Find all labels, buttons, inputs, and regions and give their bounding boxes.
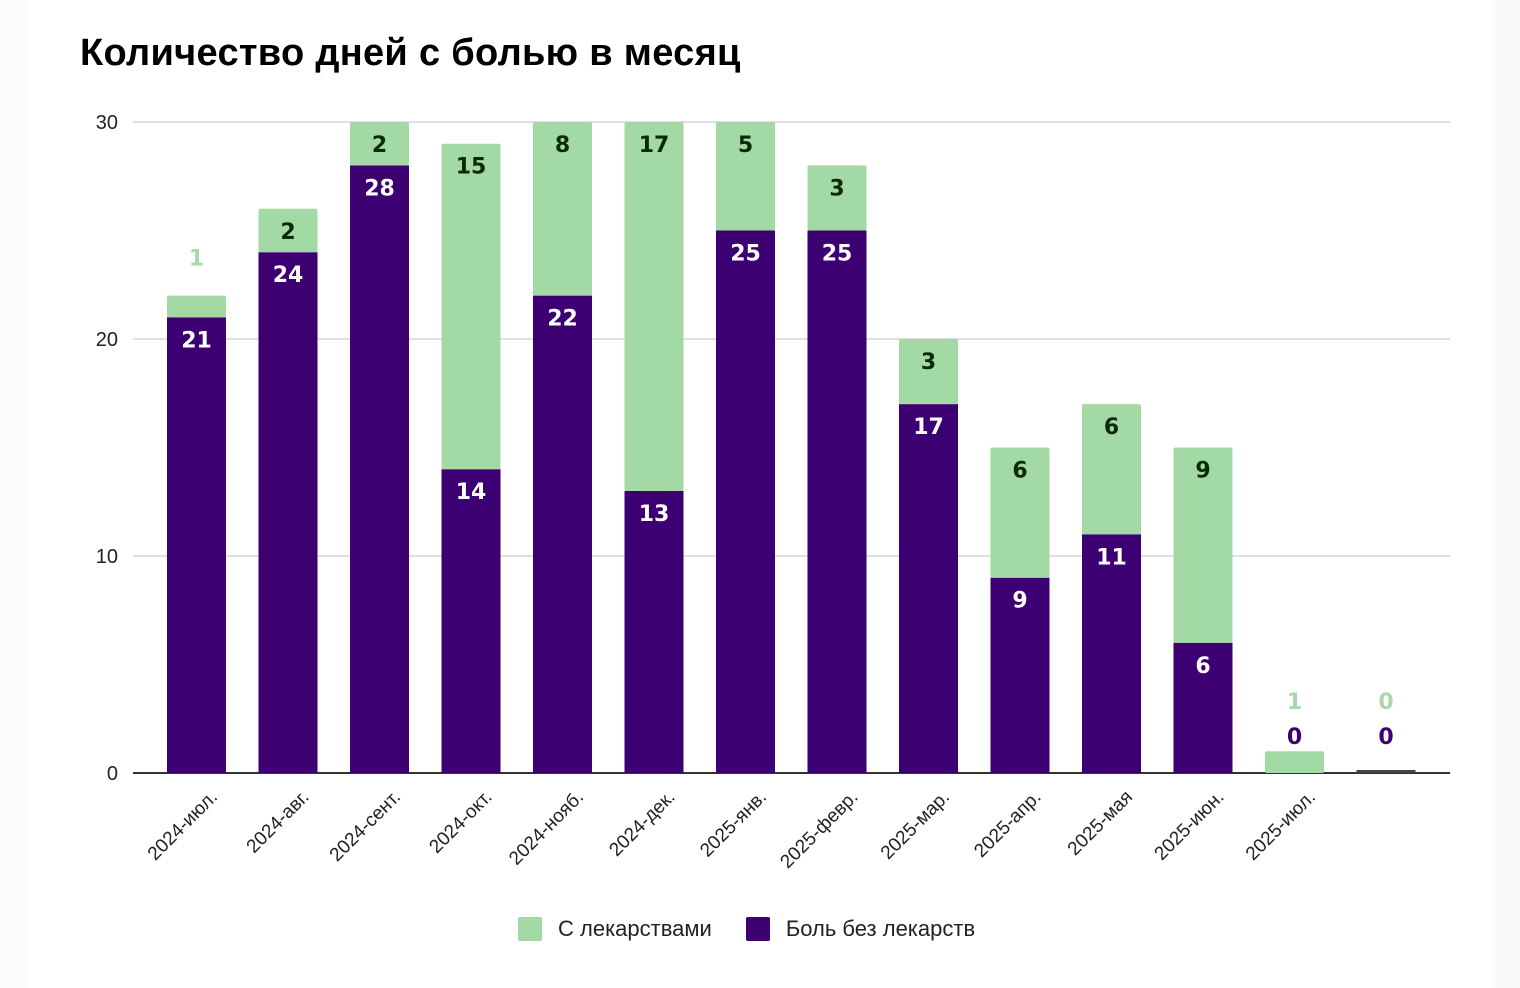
bar-with-meds (167, 295, 226, 318)
legend-label-with-meds: С лекарствами (558, 916, 712, 941)
data-label-without-meds: 28 (364, 176, 395, 201)
x-tick-label: 2025-апр. (970, 787, 1045, 862)
bar-with-meds (258, 208, 318, 253)
bar-with-meds (716, 122, 775, 231)
legend-swatch-with-meds (518, 917, 542, 941)
bar-with-meds (990, 447, 1050, 578)
y-tick-label: 0 (107, 763, 118, 785)
data-label-without-meds: 25 (822, 242, 853, 267)
x-tick-label: 2024-авг. (243, 787, 314, 858)
y-tick-label: 30 (96, 112, 118, 134)
data-label-with-meds: 1 (189, 247, 204, 272)
x-tick-label: 2025-янв. (696, 787, 771, 862)
y-tick-label: 10 (96, 546, 118, 568)
bar-without-meds (441, 469, 501, 773)
data-label-without-meds: 21 (181, 328, 212, 353)
bar-without-meds (716, 230, 775, 773)
bar-with-meds (533, 122, 592, 296)
bar-with-meds (624, 122, 684, 491)
bar-with-meds (441, 143, 501, 470)
data-label-without-meds: 22 (547, 307, 578, 332)
data-label-with-meds: 0 (1378, 690, 1393, 715)
data-label-with-meds: 17 (639, 133, 670, 158)
bar-without-meds (624, 490, 684, 773)
x-tick-label: 2024-нояб. (505, 787, 588, 870)
data-label-with-meds: 6 (1012, 459, 1027, 484)
x-tick-label: 2024-сент. (326, 787, 405, 866)
data-label-with-meds: 5 (738, 133, 753, 158)
data-label-without-meds: 6 (1195, 654, 1210, 679)
data-label-with-meds: 2 (372, 133, 387, 158)
legend-label-without-meds: Боль без лекарств (785, 916, 976, 941)
data-label-without-meds: 0 (1378, 725, 1393, 750)
bar-without-meds (807, 230, 867, 773)
image-edge-left (0, 0, 28, 988)
bar-without-meds (533, 295, 592, 773)
legend-item-with-meds: С лекарствами (518, 916, 712, 942)
bar-without-meds (1082, 534, 1141, 773)
data-label-without-meds: 0 (1287, 725, 1302, 750)
bars (167, 122, 1416, 773)
data-label-without-meds: 25 (730, 242, 761, 267)
x-tick-label: 2024-июл. (144, 787, 222, 865)
data-label-without-meds: 14 (456, 480, 487, 505)
data-label-without-meds: 9 (1012, 589, 1027, 614)
x-tick-label: 2024-дек. (605, 787, 679, 861)
data-label-with-meds: 1 (1287, 690, 1302, 715)
bar-with-meds (1173, 447, 1233, 643)
data-label-with-meds: 6 (1104, 415, 1119, 440)
data-label-with-meds: 3 (829, 176, 844, 201)
bar-with-meds (807, 165, 867, 231)
legend-item-without-meds: Боль без лекарств (745, 916, 976, 942)
y-tick-label: 20 (96, 329, 118, 351)
x-tick-label: 2025-февр. (776, 787, 862, 873)
x-tick-label: 2025-июл. (1242, 787, 1320, 865)
x-axis-ticks: 2024-июл. 2024-авг. 2024-сент. 2024-окт. 202… (144, 787, 1320, 873)
bar-with-meds (1082, 404, 1141, 535)
data-label-with-meds: 3 (921, 350, 936, 375)
data-label-with-meds: 2 (280, 220, 295, 245)
bar-without-meds (1173, 642, 1233, 773)
legend-swatch-without-meds (745, 917, 770, 941)
bar-zero (1356, 770, 1416, 773)
bar-without-meds (258, 252, 318, 773)
bar-without-meds (990, 577, 1050, 773)
x-tick-label: 2025-мая (1064, 787, 1137, 860)
gridlines (133, 121, 1450, 774)
bar-with-meds (350, 122, 409, 166)
data-label-without-meds: 17 (913, 415, 944, 440)
bar-without-meds (167, 317, 226, 773)
data-label-with-meds: 8 (555, 133, 570, 158)
data-label-without-meds: 11 (1096, 545, 1127, 570)
image-edge-right (1493, 0, 1520, 988)
x-tick-label: 2025-июн. (1151, 787, 1229, 865)
bar-without-meds (350, 165, 409, 773)
x-tick-label: 2025-мар. (877, 787, 954, 864)
data-label-with-meds: 15 (456, 155, 487, 180)
chart-title: Количество дней с болью в месяц (80, 32, 741, 74)
data-label-without-meds: 24 (273, 263, 304, 288)
bar-with-meds (1265, 751, 1324, 773)
legend: С лекарствами Боль без лекарств (518, 916, 1009, 942)
x-tick-label: 2024-окт. (425, 787, 496, 858)
bar-without-meds (899, 404, 958, 773)
bar-with-meds (899, 339, 958, 405)
data-label-without-meds: 13 (639, 502, 670, 527)
data-label-with-meds: 9 (1195, 459, 1210, 484)
y-axis-ticks: 0 10 20 30 (96, 112, 118, 785)
